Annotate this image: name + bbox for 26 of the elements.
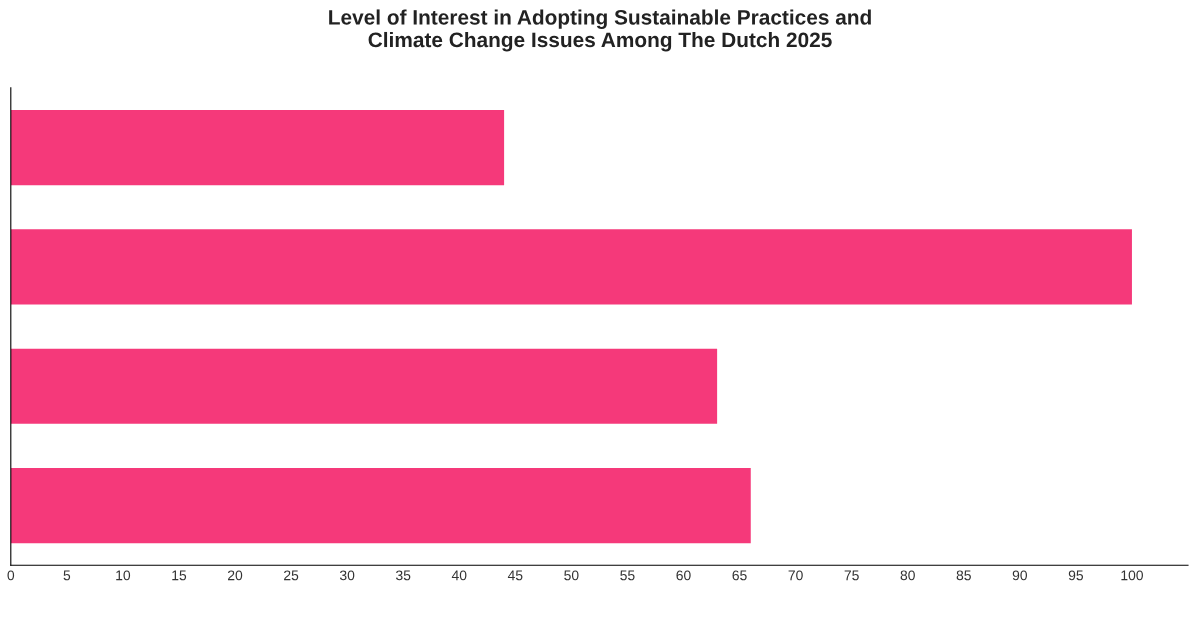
x-tick-label: 10 [116,570,131,581]
bar [10,109,505,186]
x-tick-label: 55 [620,570,635,581]
x-tick-label: 50 [564,570,579,581]
x-tick-label: 20 [228,570,243,581]
x-tick-label: 40 [451,570,467,581]
bar [10,348,718,424]
x-tick-label: 15 [172,570,187,581]
x-tick-label: 95 [1068,570,1084,581]
x-tick-label: 45 [507,570,523,581]
x-tick-label: 60 [676,570,691,581]
bar [10,467,751,544]
x-tick-label: 75 [844,570,859,581]
x-tick-label: 0 [7,570,15,581]
x-tick-label: 35 [396,570,411,581]
x-tick-label: 65 [732,570,747,581]
x-tick-label: 90 [1012,570,1028,581]
x-tick-label: 5 [63,570,71,581]
x-tick-label: 85 [956,570,971,581]
bar [10,229,1132,305]
x-tick-label: 80 [900,570,915,581]
chart-title: Level of Interest in Adopting Sustainable Practices and Climate Change Issues Among The Dutch 2025 [329,9,871,52]
x-tick-label: 70 [788,570,803,581]
x-tick-label: 30 [339,570,355,581]
x-tick-label: 25 [284,570,299,581]
x-tick-label: 100 [1121,570,1143,581]
